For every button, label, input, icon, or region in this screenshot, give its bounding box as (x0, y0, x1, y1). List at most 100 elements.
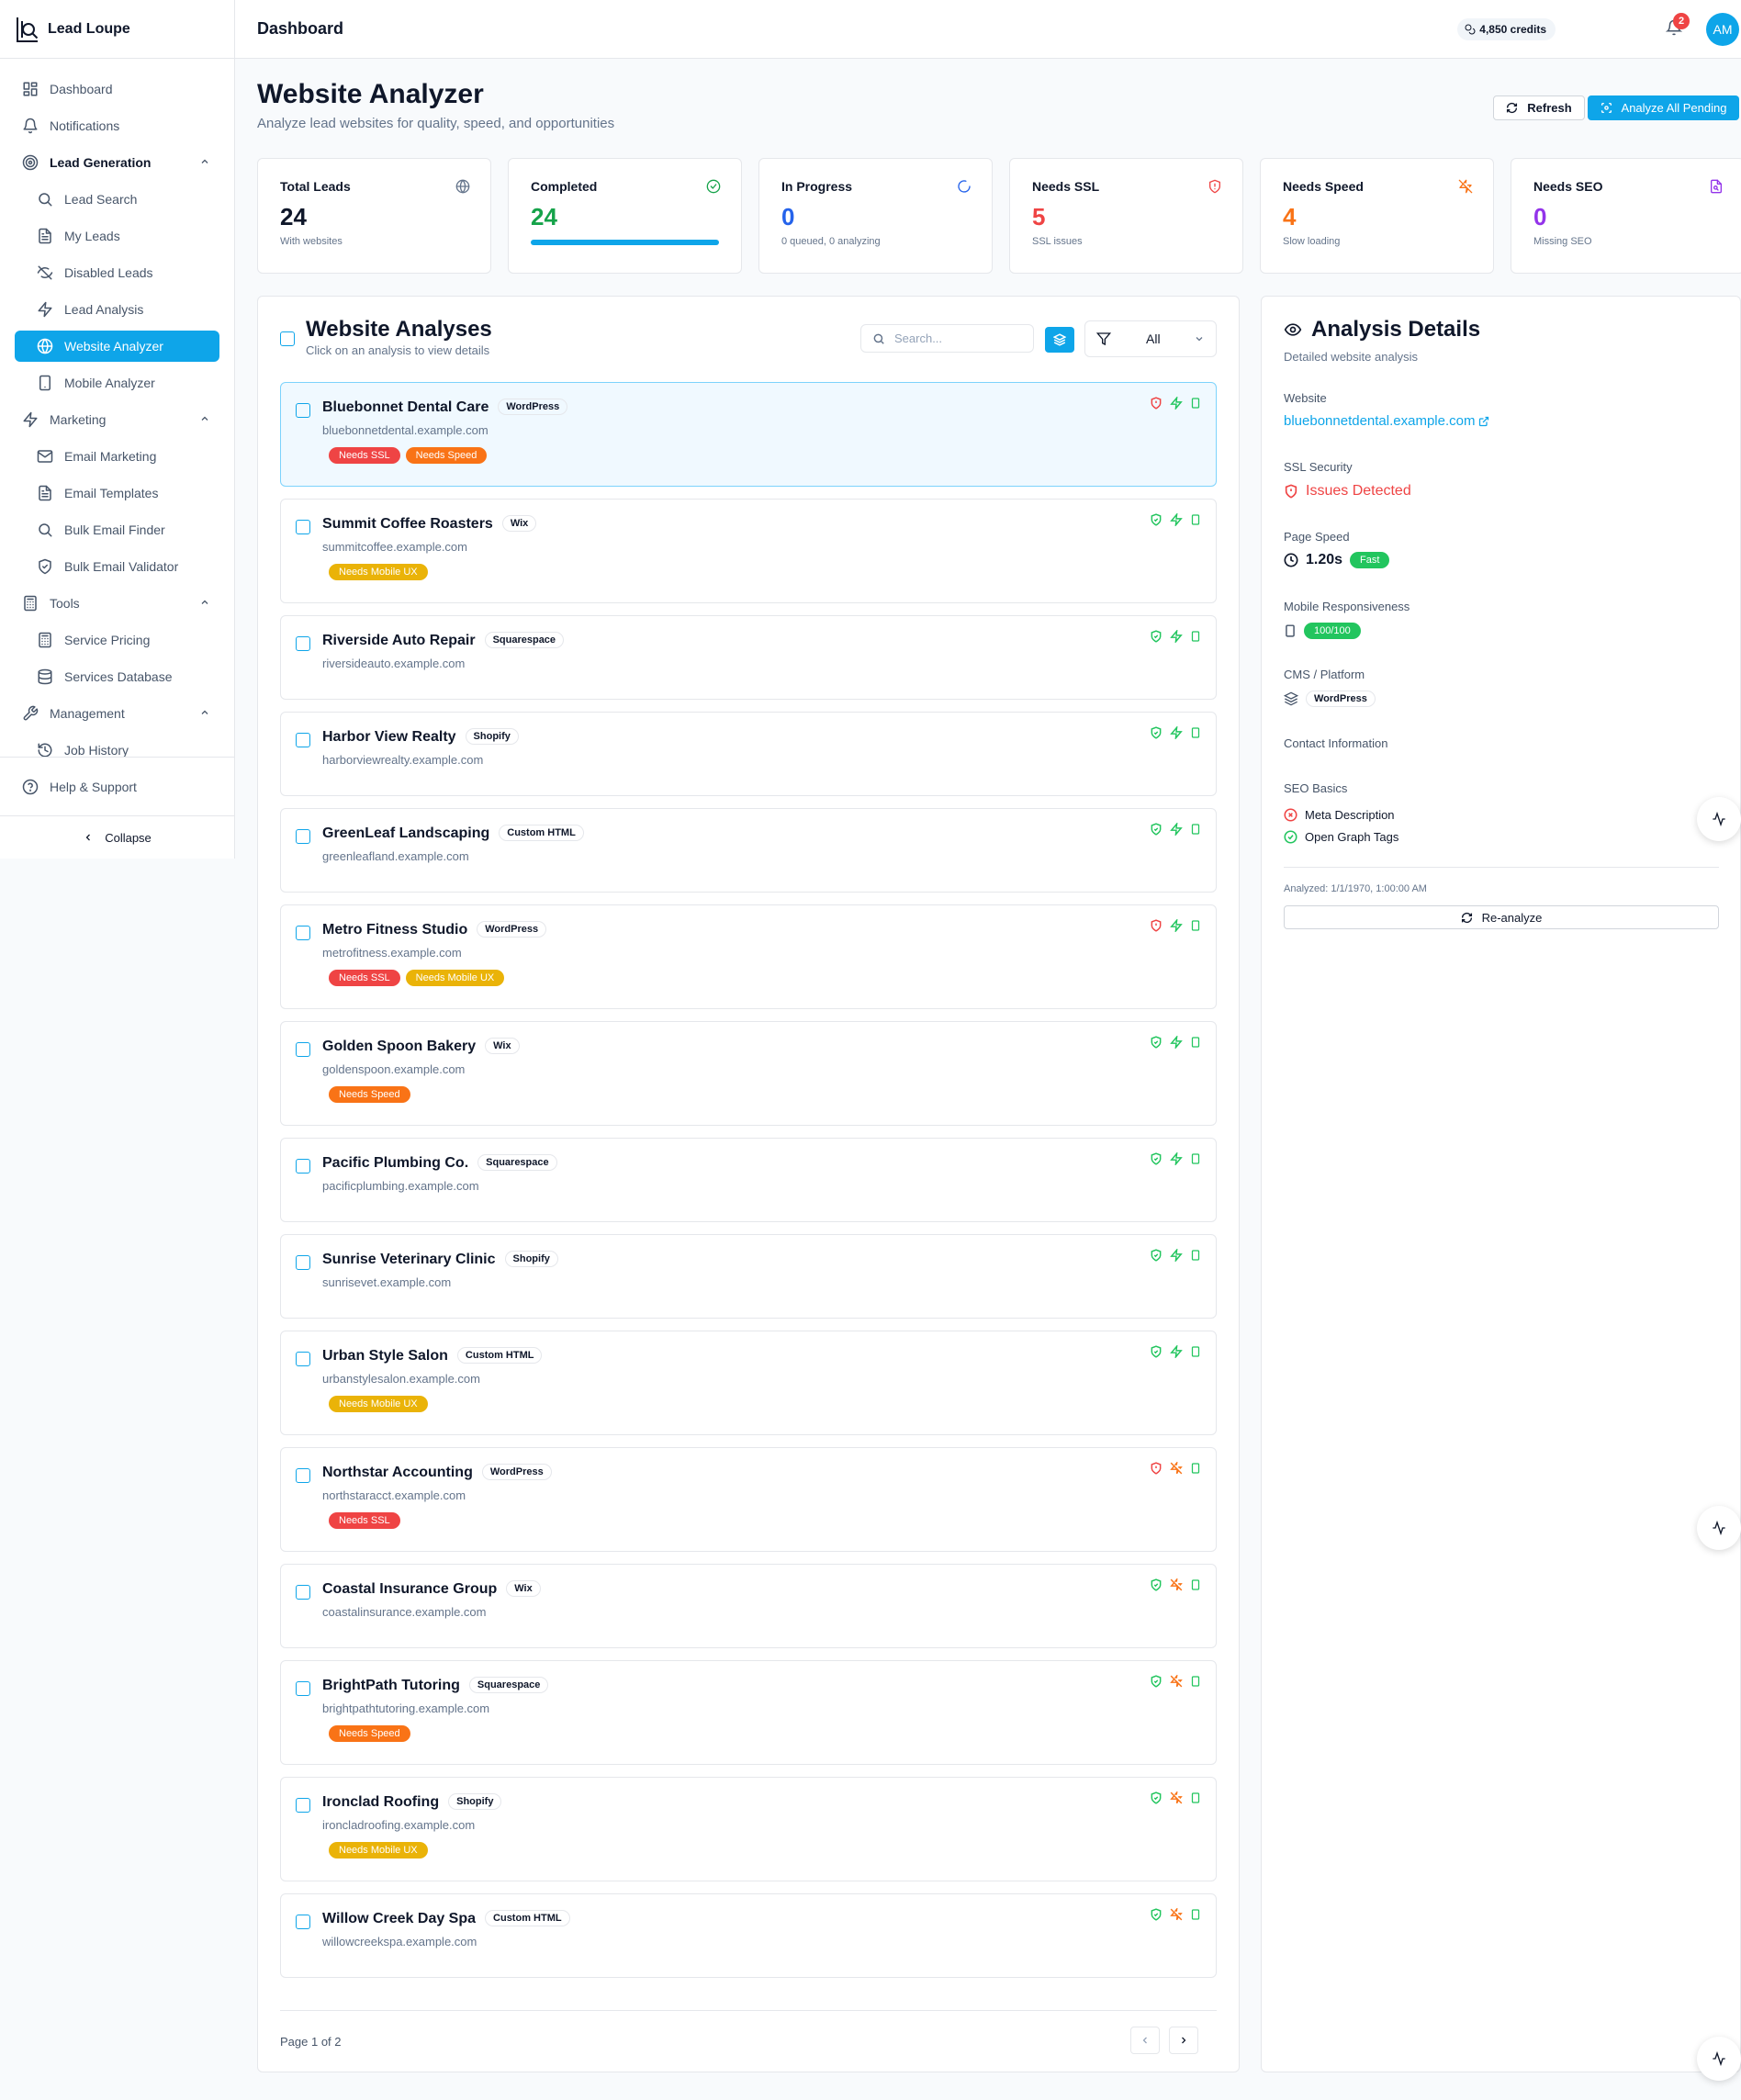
lead-name: Golden Spoon Bakery Wix (322, 1038, 520, 1055)
row-checkbox[interactable] (296, 1468, 310, 1483)
sidebar-item-tools[interactable]: Tools (15, 588, 219, 619)
stat-card-in-progress: In Progress 0 0 queued, 0 analyzing (758, 158, 993, 274)
status-icons (1150, 1578, 1201, 1591)
lead-name: BrightPath Tutoring Squarespace (322, 1677, 549, 1694)
smartphone-icon (1190, 1345, 1201, 1358)
analysis-row[interactable]: Golden Spoon Bakery Wix goldenspoon.exampl… (280, 1021, 1217, 1126)
issue-tags: Needs Mobile UX (329, 564, 428, 580)
stat-card-needs-ssl: Needs SSL 5 SSL issues (1009, 158, 1243, 274)
zap-off-icon (1170, 1578, 1183, 1591)
website-url: bluebonnetdental.example.com (1284, 413, 1476, 429)
refresh-button[interactable]: Refresh (1493, 95, 1585, 120)
search-box[interactable] (860, 324, 1034, 353)
sidebar-item-my-leads[interactable]: My Leads (15, 220, 219, 252)
activity-fab[interactable] (1697, 2037, 1741, 2081)
credits-badge[interactable]: 4,850 credits (1457, 18, 1556, 40)
row-checkbox[interactable] (296, 1585, 310, 1600)
logo-icon (15, 16, 40, 43)
analysis-row[interactable]: Northstar Accounting WordPress northstarac… (280, 1447, 1217, 1552)
sidebar-item-services-database[interactable]: Services Database (15, 661, 219, 692)
filter-icon (1096, 331, 1111, 346)
analysis-row[interactable]: Bluebonnet Dental Care WordPress bluebonne… (280, 382, 1217, 487)
issue-tag: Needs Mobile UX (329, 564, 428, 580)
row-checkbox[interactable] (296, 520, 310, 534)
shield-check-icon (1150, 1908, 1163, 1921)
lead-domain: ironcladroofing.example.com (322, 1818, 476, 1832)
activity-fab[interactable] (1697, 1506, 1741, 1550)
seo-item-label: Meta Description (1305, 808, 1395, 822)
cms-badge: Squarespace (468, 1677, 549, 1693)
lead-name-text: Metro Fitness Studio (322, 922, 468, 938)
analysis-row[interactable]: Harbor View Realty Shopify harborviewrealt… (280, 712, 1217, 796)
sidebar-item-email-templates[interactable]: Email Templates (15, 477, 219, 509)
layers-icon (1053, 333, 1066, 346)
row-checkbox[interactable] (296, 636, 310, 651)
sidebar-item-mobile-analyzer[interactable]: Mobile Analyzer (15, 367, 219, 399)
analyzed-timestamp: Analyzed: 1/1/1970, 1:00:00 AM (1284, 883, 1427, 894)
row-checkbox[interactable] (296, 1159, 310, 1174)
search-input[interactable] (894, 331, 1023, 345)
analysis-row[interactable]: Willow Creek Day Spa Custom HTML willowcre… (280, 1893, 1217, 1978)
analysis-row[interactable]: GreenLeaf Landscaping Custom HTML greenlea… (280, 808, 1217, 893)
details-title: Analysis Details (1284, 317, 1480, 343)
sidebar-item-label: Disabled Leads (64, 265, 153, 280)
analysis-row[interactable]: Coastal Insurance Group Wix coastalinsuran… (280, 1564, 1217, 1648)
sidebar-item-lead-generation[interactable]: Lead Generation (15, 147, 219, 178)
group-by-layers-button[interactable] (1045, 327, 1074, 353)
sidebar-item-lead-search[interactable]: Lead Search (15, 184, 219, 215)
activity-fab[interactable] (1697, 797, 1741, 841)
issue-tags: Needs SSL Needs Speed (329, 447, 488, 464)
analysis-row[interactable]: Ironclad Roofing Shopify ironcladroofing.e… (280, 1777, 1217, 1881)
website-analyses-panel: Website Analyses Click on an analysis to… (257, 296, 1240, 2072)
lead-name-text: GreenLeaf Landscaping (322, 825, 490, 841)
search-icon (872, 332, 885, 345)
brand[interactable]: Lead Loupe (0, 0, 234, 59)
sidebar-item-service-pricing[interactable]: Service Pricing (15, 624, 219, 656)
select-all-checkbox[interactable] (280, 331, 295, 346)
analysis-row[interactable]: Riverside Auto Repair Squarespace riversid… (280, 615, 1217, 700)
help-support-link[interactable]: Help & Support (0, 758, 234, 816)
sidebar-item-label: Email Marketing (64, 449, 157, 464)
row-checkbox[interactable] (296, 733, 310, 747)
analyze-all-pending-button[interactable]: Analyze All Pending (1588, 95, 1739, 120)
analysis-row[interactable]: BrightPath Tutoring Squarespace brightpath… (280, 1660, 1217, 1765)
row-checkbox[interactable] (296, 1915, 310, 1929)
prev-page-button[interactable] (1130, 2027, 1160, 2054)
row-checkbox[interactable] (296, 403, 310, 418)
issue-tags: Needs Mobile UX (329, 1842, 428, 1859)
row-checkbox[interactable] (296, 926, 310, 940)
sidebar-item-email-marketing[interactable]: Email Marketing (15, 441, 219, 472)
seo-label: SEO Basics (1284, 781, 1348, 795)
sidebar-item-marketing[interactable]: Marketing (15, 404, 219, 435)
sidebar-item-notifications[interactable]: Notifications (15, 110, 219, 141)
next-page-button[interactable] (1169, 2027, 1198, 2054)
row-checkbox[interactable] (296, 1352, 310, 1366)
sidebar-item-management[interactable]: Management (15, 698, 219, 729)
row-checkbox[interactable] (296, 1042, 310, 1057)
sidebar-item-job-history[interactable]: Job History (15, 735, 219, 757)
analysis-row[interactable]: Pacific Plumbing Co. Squarespace pacificpl… (280, 1138, 1217, 1222)
calculator-icon (37, 632, 53, 648)
analysis-row[interactable]: Metro Fitness Studio WordPress metrofitnes… (280, 904, 1217, 1009)
issue-tag: Needs Speed (405, 447, 488, 464)
status-icons (1150, 1036, 1201, 1049)
row-checkbox[interactable] (296, 1255, 310, 1270)
row-checkbox[interactable] (296, 1681, 310, 1696)
reanalyze-button[interactable]: Re-analyze (1284, 905, 1719, 929)
analysis-row[interactable]: Sunrise Veterinary Clinic Shopify sunrisev… (280, 1234, 1217, 1319)
sidebar-item-website-analyzer[interactable]: Website Analyzer (15, 331, 219, 362)
collapse-button[interactable]: Collapse (0, 816, 234, 859)
sidebar-item-bulk-email-validator[interactable]: Bulk Email Validator (15, 551, 219, 582)
website-label: Website (1284, 391, 1327, 405)
sidebar-item-lead-analysis[interactable]: Lead Analysis (15, 294, 219, 325)
sidebar-item-dashboard[interactable]: Dashboard (15, 73, 219, 105)
sidebar-item-disabled-leads[interactable]: Disabled Leads (15, 257, 219, 288)
user-avatar[interactable]: AM (1706, 13, 1739, 46)
analysis-row[interactable]: Urban Style Salon Custom HTML urbanstylesa… (280, 1331, 1217, 1435)
website-link[interactable]: bluebonnetdental.example.com (1284, 413, 1489, 429)
row-checkbox[interactable] (296, 829, 310, 844)
status-filter-select[interactable]: All (1084, 320, 1217, 357)
analysis-row[interactable]: Summit Coffee Roasters Wix summitcoffee.ex… (280, 499, 1217, 603)
sidebar-item-bulk-email-finder[interactable]: Bulk Email Finder (15, 514, 219, 545)
row-checkbox[interactable] (296, 1798, 310, 1813)
